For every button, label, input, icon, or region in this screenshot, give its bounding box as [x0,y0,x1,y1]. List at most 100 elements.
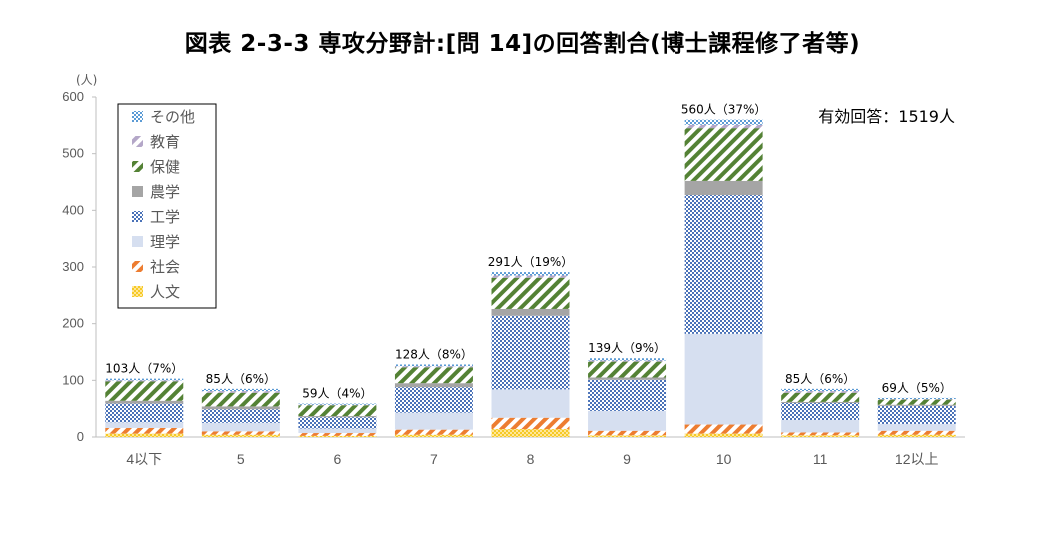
bar-segment [298,403,377,405]
bar-segment [781,420,860,433]
bar-segment [684,124,763,129]
legend-swatch [132,286,143,297]
bar-segment [684,333,763,425]
y-tick-label: 400 [62,202,84,217]
bar-segment [781,388,860,392]
bar-segment [105,422,184,428]
x-tick-label: 7 [430,451,438,467]
bar-segment [105,380,184,382]
bar-segment [105,433,184,437]
data-labels: 103人（7%） 85人（6%） 59人（4%） 128人（8%） 291人（19%） 1… [105,103,952,401]
y-tick-label: 300 [62,259,84,274]
bar-segment [877,430,956,435]
bar-segment [684,180,763,196]
bar-segment [201,392,280,407]
legend-label: 人文 [150,283,180,301]
x-tick-label: 4以下 [126,451,162,467]
bar-segment [588,377,667,380]
bar-total-label: 59人（4%） [302,387,372,401]
bar-segment [491,417,570,430]
bar-segment [105,427,184,434]
legend-label: 理学 [150,233,180,251]
x-tick-label: 5 [237,451,245,467]
x-tick-label: 8 [527,451,535,467]
bar-segment [877,399,956,400]
bar-segment [588,410,667,431]
bar-segment [298,405,377,417]
bar-segment [298,417,377,429]
bar-segment [298,428,377,434]
bar-segment [491,429,570,437]
bar-segment [877,434,956,437]
bar-segment [491,272,570,276]
bar-segment [781,435,860,437]
bar-segment [877,423,956,431]
bar-total-label: 291人（19%） [488,255,574,269]
bar-segment [684,128,763,181]
bar-segment [588,361,667,378]
bar-segment [684,424,763,434]
chart-title: 図表 2-3-3 専攻分野計:[問 14]の回答割合(博士課程修了者等) [184,31,861,57]
legend-swatch [132,236,143,247]
bar-segment [877,405,956,424]
bar-segment [201,406,280,410]
x-tick-label: 11 [813,451,828,467]
bar-segment [394,412,473,430]
bar-segment [491,315,570,390]
bar-segment [491,277,570,309]
bar-segment [394,364,473,367]
bar-segment [877,397,956,400]
x-tick-label: 12以上 [895,451,939,467]
y-tick-label: 100 [62,372,84,387]
bar-segment [684,195,763,334]
bar-segment [588,379,667,411]
bar-segment [588,430,667,436]
bar-segment [588,360,667,362]
bar-total-label: 85人（6%） [206,372,276,386]
bar-segment [394,387,473,413]
bar-total-label: 560人（37%） [681,103,767,117]
y-unit-label: (人) [76,73,97,87]
bar-segment [781,392,860,402]
bars [105,119,956,437]
legend-label: 農学 [150,183,180,201]
bar-segment [298,435,377,437]
bar-segment [201,409,280,423]
legend-swatch [132,261,143,272]
bar-segment [588,435,667,437]
bar-segment [877,404,956,406]
bar-segment [588,358,667,361]
bar-segment [491,389,570,418]
x-tick-label: 10 [716,451,732,467]
bar-segment [298,433,377,436]
legend-swatch [132,136,143,147]
bar-segment [394,366,473,368]
legend-label: 社会 [150,258,180,276]
legend-swatch [132,211,143,222]
bar-segment [394,429,473,435]
legend-label: 教育 [150,133,180,151]
bar-segment [201,391,280,393]
bar-segment [394,434,473,437]
bar-total-label: 128人（8%） [395,347,473,361]
bar-segment [201,388,280,392]
bar-segment [105,378,184,381]
bar-segment [781,391,860,393]
y-tick-label: 0 [77,429,84,444]
y-tick-label: 600 [62,89,84,104]
legend-label: その他 [150,108,195,126]
bar-segment [298,404,377,406]
bar-segment [781,432,860,436]
bar-segment [491,275,570,278]
bar-segment [491,308,570,316]
bar-segment [877,399,956,405]
legend-swatch [132,186,143,197]
bar-segment [684,119,763,125]
bar-segment [684,433,763,437]
y-tick-label: 200 [62,316,84,331]
x-tick-label: 6 [333,451,341,467]
bar-segment [781,401,860,403]
bar-segment [201,434,280,437]
